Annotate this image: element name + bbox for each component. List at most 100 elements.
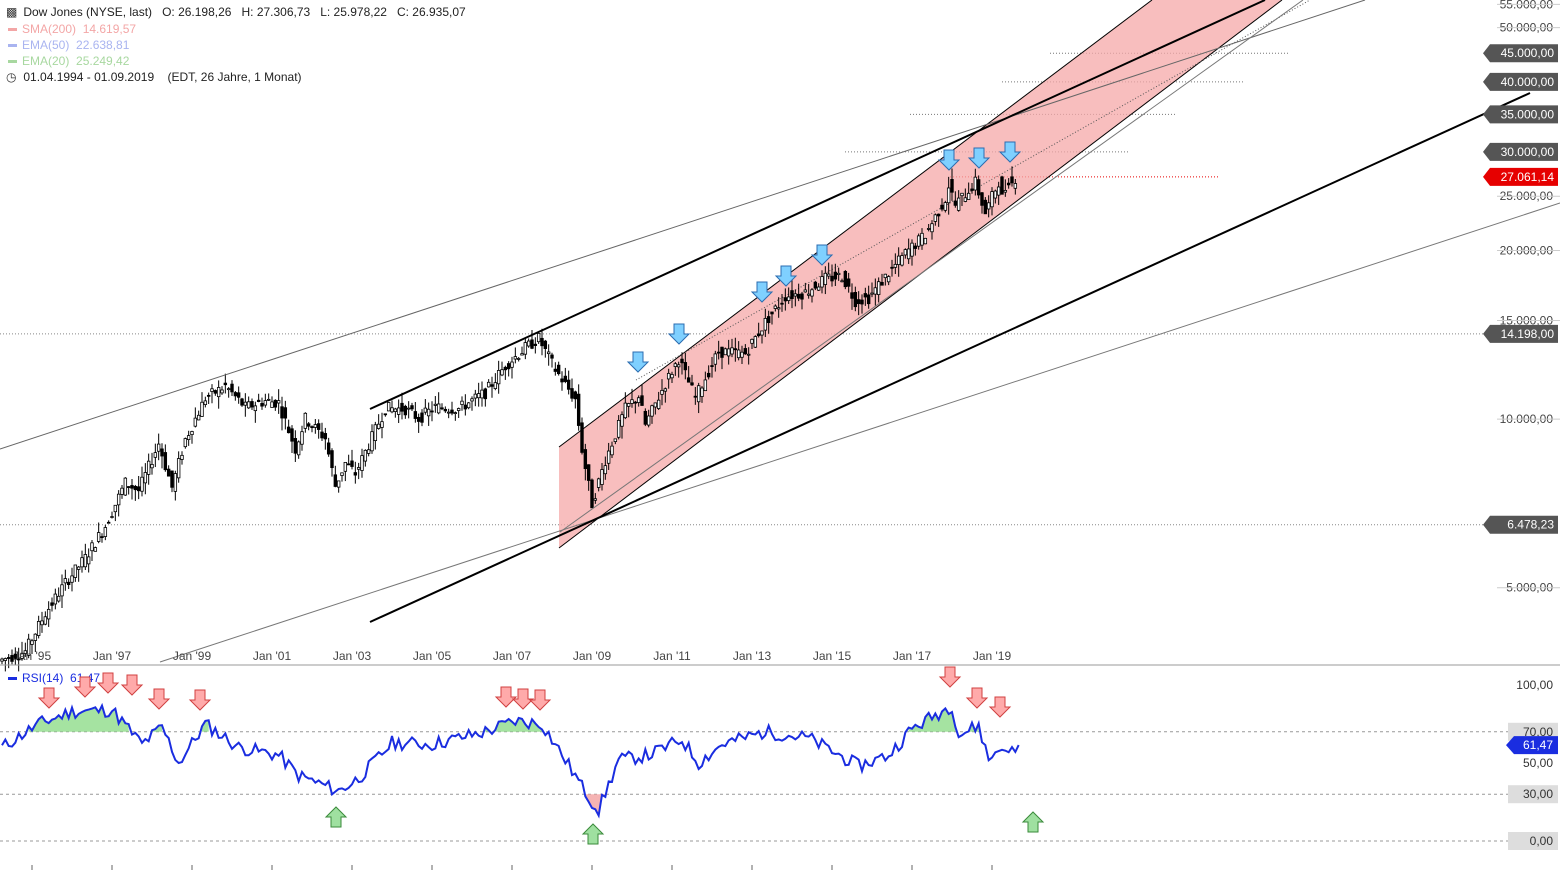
candle-body — [820, 276, 824, 288]
candle-body — [40, 620, 44, 626]
candle-body — [520, 353, 524, 356]
candle-body — [593, 498, 598, 501]
candle-body — [600, 469, 604, 485]
down-arrow-icon — [626, 351, 650, 373]
candle-body — [226, 388, 231, 391]
candle-body — [180, 454, 184, 460]
candle-body — [883, 273, 888, 279]
down-arrow-icon — [96, 672, 120, 694]
legend-swatch — [8, 60, 17, 64]
candle-body — [263, 400, 268, 406]
candle-body — [743, 348, 748, 355]
candle-body — [986, 202, 991, 210]
down-arrow-icon — [73, 676, 97, 698]
candle-body — [973, 176, 978, 191]
rsi-tick-label: 30,00 — [1523, 787, 1553, 801]
candle-body — [453, 412, 458, 414]
legend-sma200[interactable]: SMA(200) 14.619,57 — [8, 21, 136, 37]
candle-body — [540, 337, 544, 347]
candle-body — [933, 214, 938, 222]
candle-body — [630, 399, 634, 404]
candle-body — [386, 402, 391, 412]
candle-body — [346, 463, 351, 466]
candle-body — [476, 393, 481, 399]
candle-body — [306, 423, 311, 427]
candle-body — [366, 449, 371, 454]
candle-body — [746, 353, 751, 356]
candle-body — [13, 653, 18, 660]
candle-body — [90, 542, 94, 552]
candle-body — [420, 412, 424, 423]
channel-upper-edge — [558, 0, 1153, 448]
rsi-title: RSI(14) — [22, 671, 64, 685]
candle-body — [836, 272, 841, 276]
candle-body — [846, 278, 851, 287]
candle-body — [413, 411, 418, 419]
down-arrow-icon — [188, 689, 212, 711]
candle-body — [506, 363, 511, 370]
candle-body — [86, 556, 91, 565]
candle-body — [760, 330, 764, 336]
candle-body — [676, 364, 681, 368]
rsi-level-tag — [1508, 785, 1558, 804]
candle-body — [216, 387, 221, 398]
down-arrow-icon — [774, 265, 798, 287]
candle-body — [223, 382, 228, 386]
candle-body — [693, 395, 698, 398]
candle-body — [503, 366, 508, 371]
candle-body — [613, 438, 618, 442]
price-tag-label: 6.478,23 — [1507, 518, 1554, 532]
candle-body — [426, 408, 431, 417]
legend-ema20[interactable]: EMA(20) 25.249,42 — [8, 53, 129, 69]
candle-body — [583, 449, 588, 470]
candle-body — [773, 305, 778, 309]
candle-body — [416, 416, 421, 422]
candle-body — [586, 464, 591, 481]
candle-body — [596, 478, 601, 488]
candle-body — [523, 342, 528, 355]
candle-body — [793, 293, 798, 297]
close-value: C: 26.935,07 — [396, 5, 466, 19]
long-term-upper-trendline — [0, 0, 1366, 450]
candle-body — [956, 197, 961, 211]
candle-body — [253, 405, 258, 412]
candle-body — [183, 438, 188, 448]
low-value: L: 25.978,22 — [320, 5, 387, 19]
candle-body — [443, 408, 448, 412]
candle-body — [490, 384, 494, 387]
candle-body — [633, 401, 638, 404]
candle-body — [806, 293, 811, 296]
candles-icon: ▩ — [6, 5, 18, 19]
candle-body — [853, 292, 858, 308]
candle-body — [220, 389, 224, 394]
candle-body — [133, 485, 138, 491]
candle-body — [803, 289, 808, 293]
price-tag — [1483, 515, 1558, 534]
candle-body — [980, 192, 984, 206]
candle-body — [850, 292, 854, 299]
candle-body — [246, 401, 251, 409]
candle-body — [320, 431, 324, 439]
candle-body — [660, 390, 664, 395]
price-tag-label: 45.000,00 — [1501, 46, 1555, 60]
instrument-title: Dow Jones (NYSE, last) — [23, 5, 153, 19]
candle-body — [353, 472, 358, 476]
candle-body — [533, 343, 538, 346]
price-tag-label: 14.198,00 — [1501, 327, 1555, 341]
candle-body — [450, 409, 454, 414]
candle-body — [663, 388, 668, 392]
candle-body — [550, 354, 554, 359]
candle-body — [110, 516, 114, 518]
legend-label: EMA(20) — [22, 54, 70, 68]
candle-body — [590, 479, 594, 509]
candle-body — [433, 403, 438, 406]
candle-body — [143, 472, 148, 484]
legend-ema50[interactable]: EMA(50) 22.638,81 — [8, 37, 129, 53]
open-value: O: 26.198,26 — [162, 5, 232, 19]
candle-body — [430, 410, 434, 413]
candle-body — [56, 595, 61, 602]
candle-body — [886, 276, 891, 283]
candle-body — [936, 213, 941, 217]
support-trendline — [369, 92, 1531, 623]
